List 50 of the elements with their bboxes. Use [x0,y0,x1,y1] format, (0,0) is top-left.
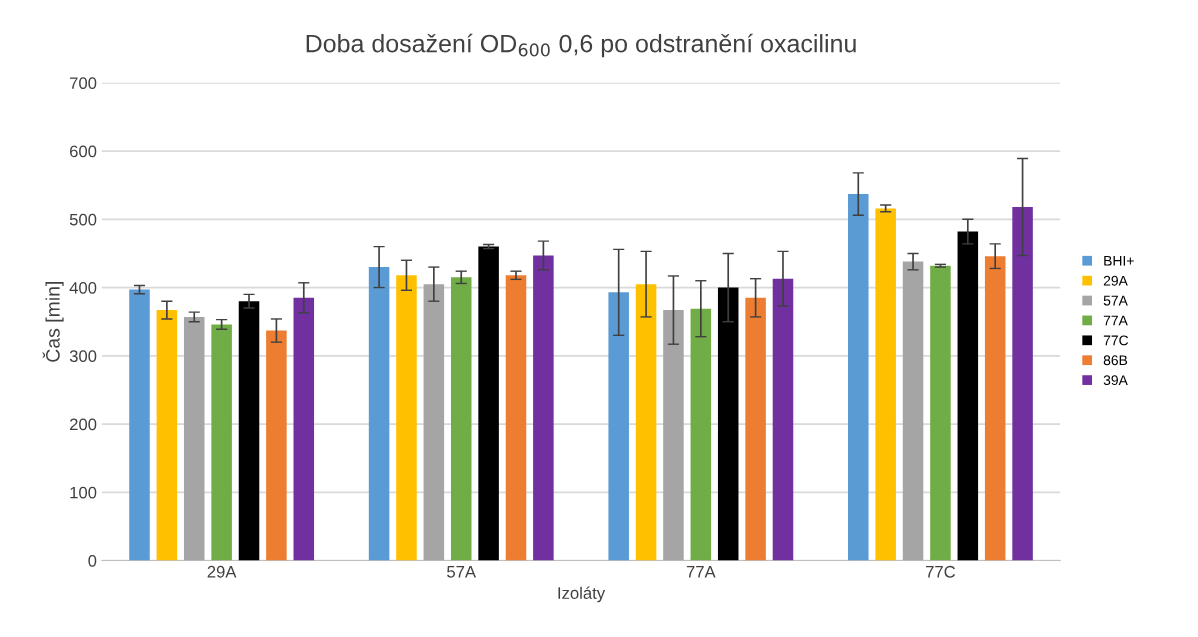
bar [635,284,657,561]
bar [957,231,979,561]
bar [772,278,794,561]
y-tick-label: 200 [70,418,97,431]
bar [930,265,951,561]
bar [690,308,712,561]
bar [745,297,766,561]
bar [450,277,472,561]
bar [129,289,150,561]
y-axis-title: Čas [min] [42,282,64,362]
bar [293,297,315,561]
x-tick-label: 77C [926,565,956,578]
y-tick-label: 600 [70,145,97,158]
bar [368,267,390,561]
bar [505,275,527,561]
bar [663,310,684,561]
bar [423,284,445,561]
x-tick-label: 29A [207,565,237,578]
x-tick-label: 77A [686,566,716,578]
y-tick-label: 300 [69,350,97,363]
bar [984,256,1006,561]
bar [183,316,205,561]
bar [396,275,417,561]
legend-label: 39A [1103,375,1128,386]
x-tick-label: 57A [447,566,477,578]
y-tick-label: 400 [69,281,97,294]
y-tick-label: 100 [70,486,97,499]
bar [902,261,924,561]
legend-label: 77C [1103,335,1129,346]
bar [156,310,178,561]
legend-label: 29A [1103,275,1128,286]
bar [211,324,232,561]
legend-label: 77A [1103,315,1128,326]
legend-label: BHI+ [1104,256,1134,266]
chart-title: Doba dosažení OD$_{600}$ 0,6 po odstranění oxacilinu [306,33,856,58]
y-tick-label: 0 [88,554,97,567]
bar [717,287,739,561]
bar [533,255,554,561]
legend-label: 57A [1103,295,1128,306]
bar [848,194,869,561]
bar [266,330,287,561]
bar [478,246,499,561]
x-axis-title: Izoláty [558,586,606,603]
y-tick-label: 500 [69,213,97,226]
bar [875,208,896,561]
bar [238,301,260,561]
bar [608,292,629,561]
legend-label: 86B [1103,355,1128,366]
y-tick-label: 700 [70,77,97,90]
bar [1012,207,1033,561]
